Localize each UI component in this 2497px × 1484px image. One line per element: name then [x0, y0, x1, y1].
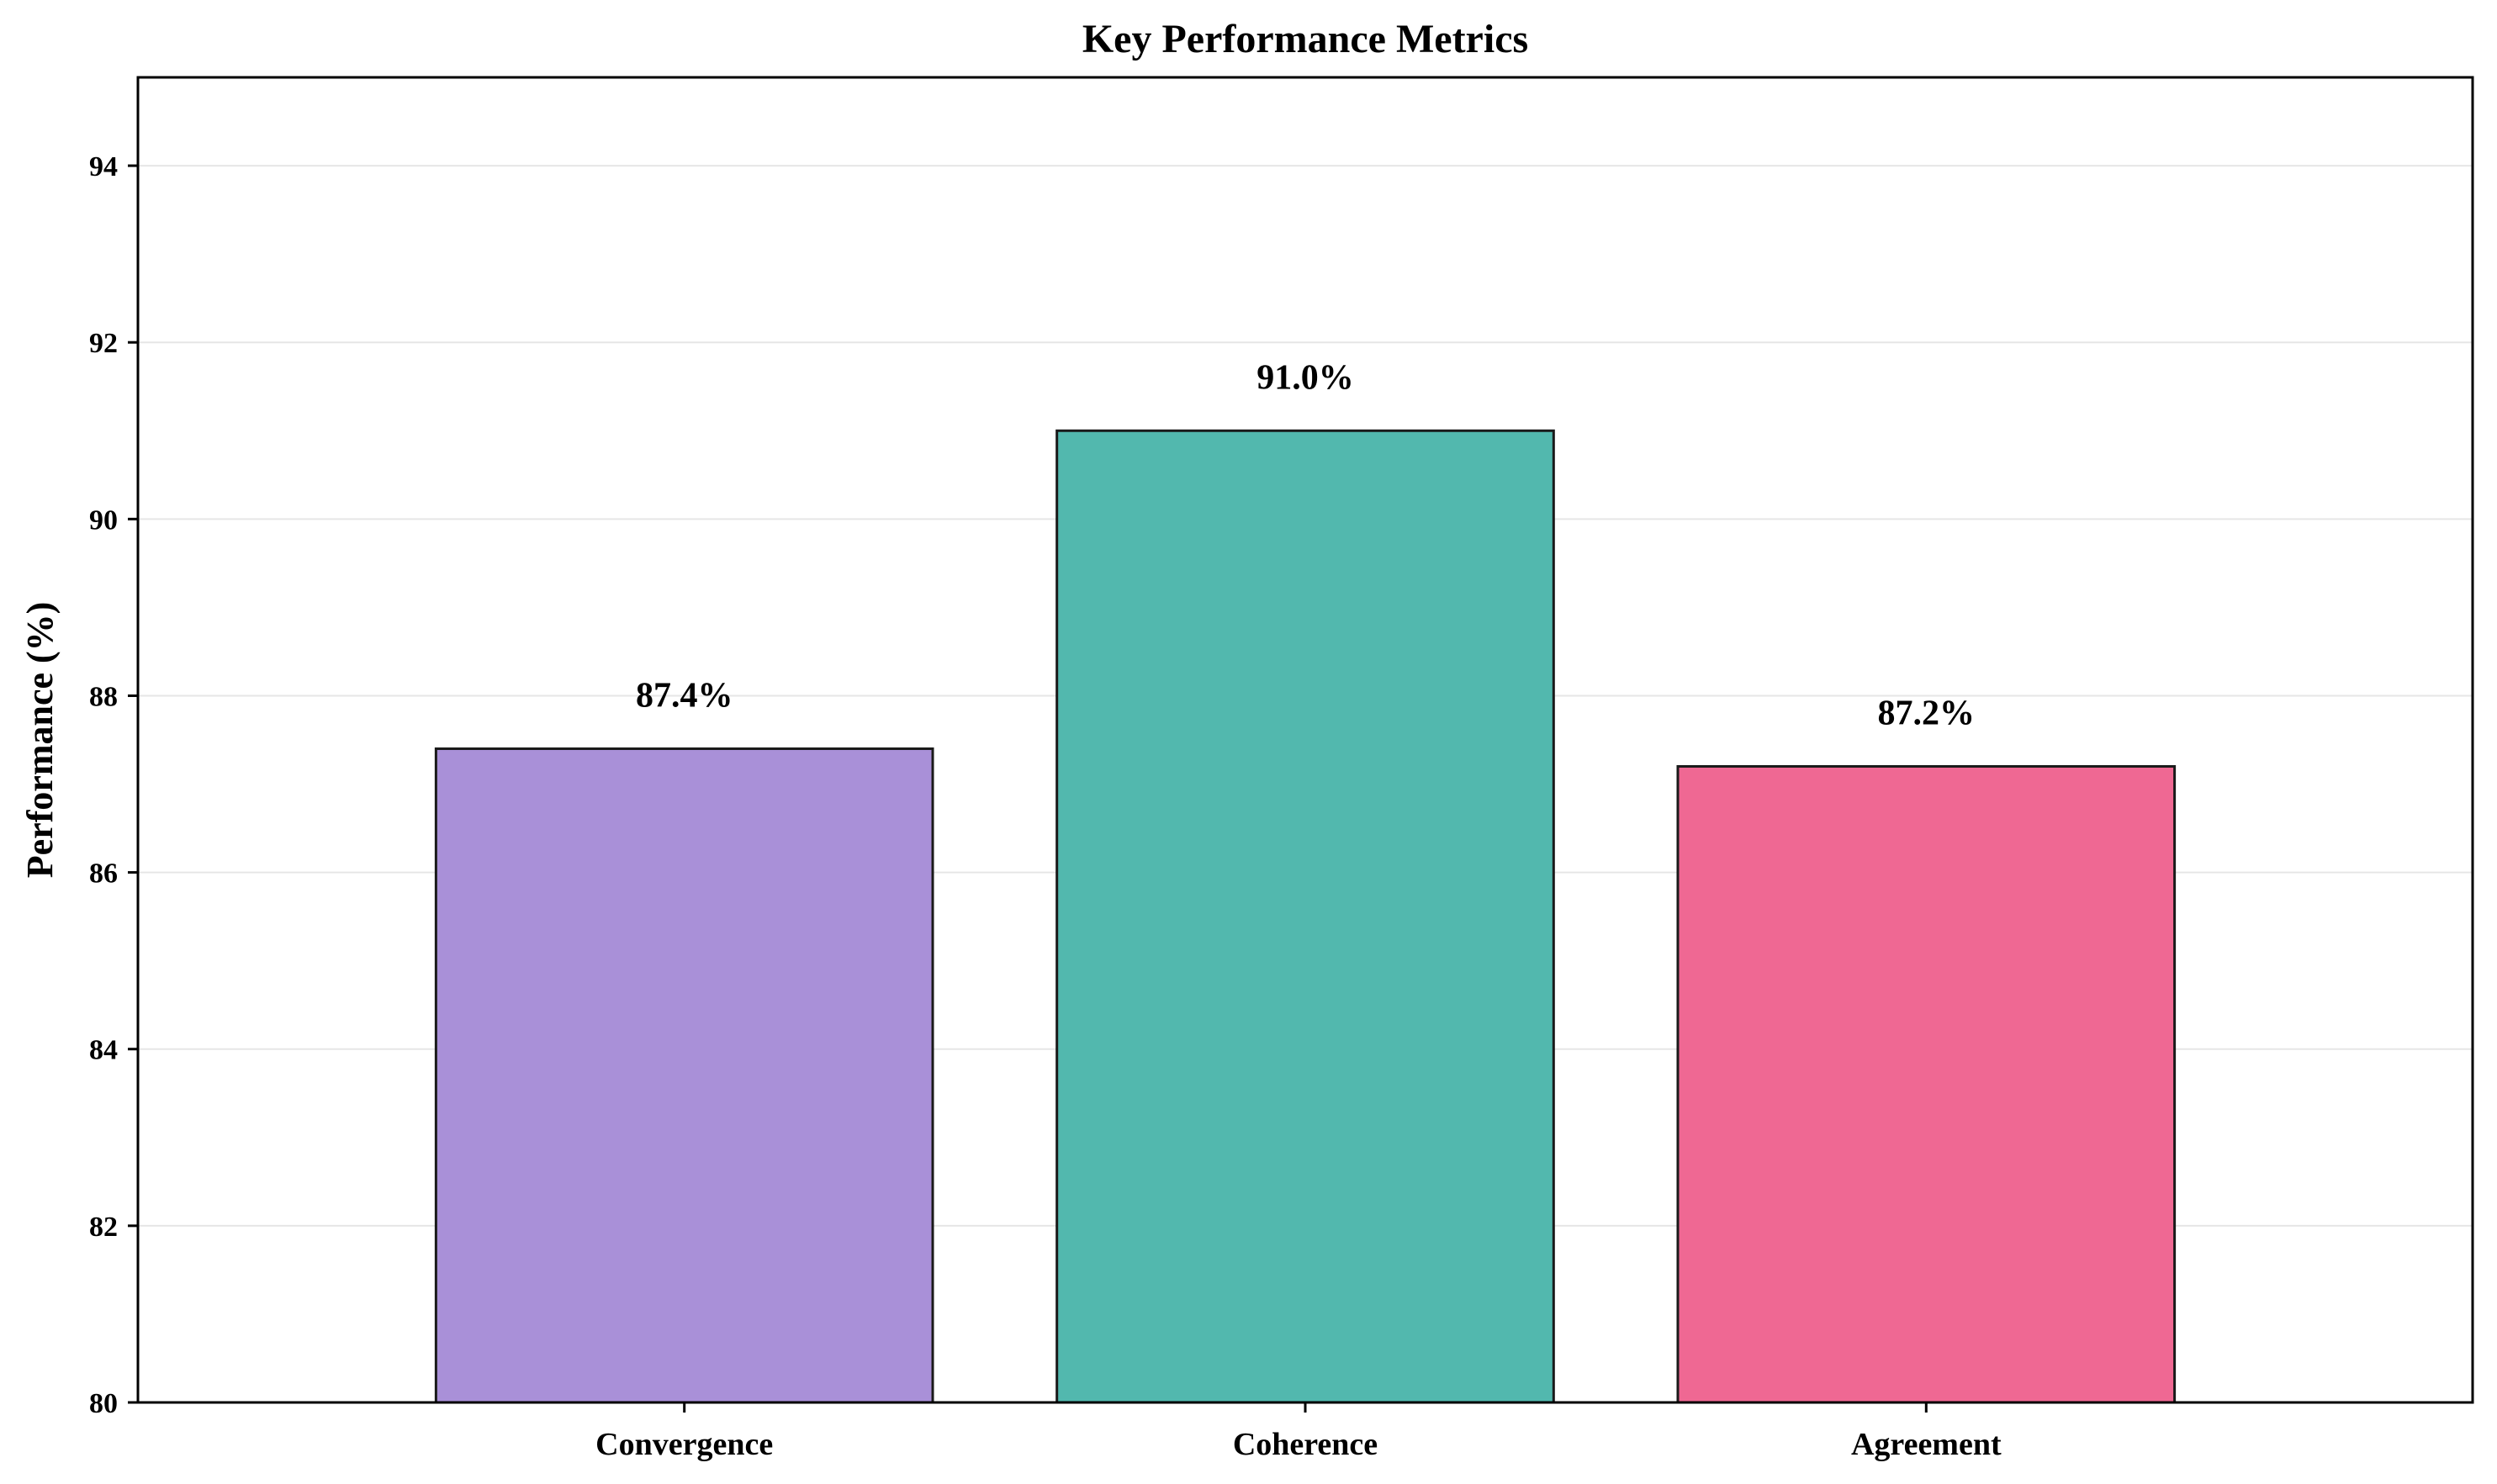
x-tick-label: Convergence: [595, 1427, 773, 1462]
y-tick-label: 82: [89, 1212, 118, 1243]
bar-agreement: [1676, 765, 2177, 1404]
bars: [434, 429, 2177, 1404]
y-tick-label: 90: [89, 504, 118, 536]
chart-title: Key Performance Metrics: [1082, 17, 1528, 61]
bar-coherence: [1055, 429, 1555, 1404]
data-label: 91.0%: [1256, 358, 1354, 397]
x-tick-label: Coherence: [1233, 1427, 1378, 1462]
y-tick-label: 80: [89, 1388, 118, 1419]
data-labels: 87.4% 91.0% 87.2%: [636, 358, 1975, 732]
y-tick-label: 88: [89, 681, 118, 712]
y-tick-label: 86: [89, 858, 118, 890]
data-label: 87.4%: [636, 677, 733, 716]
data-label: 87.2%: [1878, 694, 1976, 733]
y-tick-label: 84: [89, 1035, 118, 1066]
bar-convergence: [434, 747, 934, 1404]
y-tick-label: 92: [89, 328, 118, 359]
x-tick-label: Agreement: [1851, 1427, 2002, 1462]
x-axis-ticks: Convergence Coherence Agreement: [595, 1402, 2002, 1462]
y-tick-label: 94: [89, 151, 118, 182]
y-axis-label: Performance (%): [19, 602, 61, 879]
y-axis-ticks: 80 82 84 86 88 90 92 94: [89, 151, 138, 1419]
